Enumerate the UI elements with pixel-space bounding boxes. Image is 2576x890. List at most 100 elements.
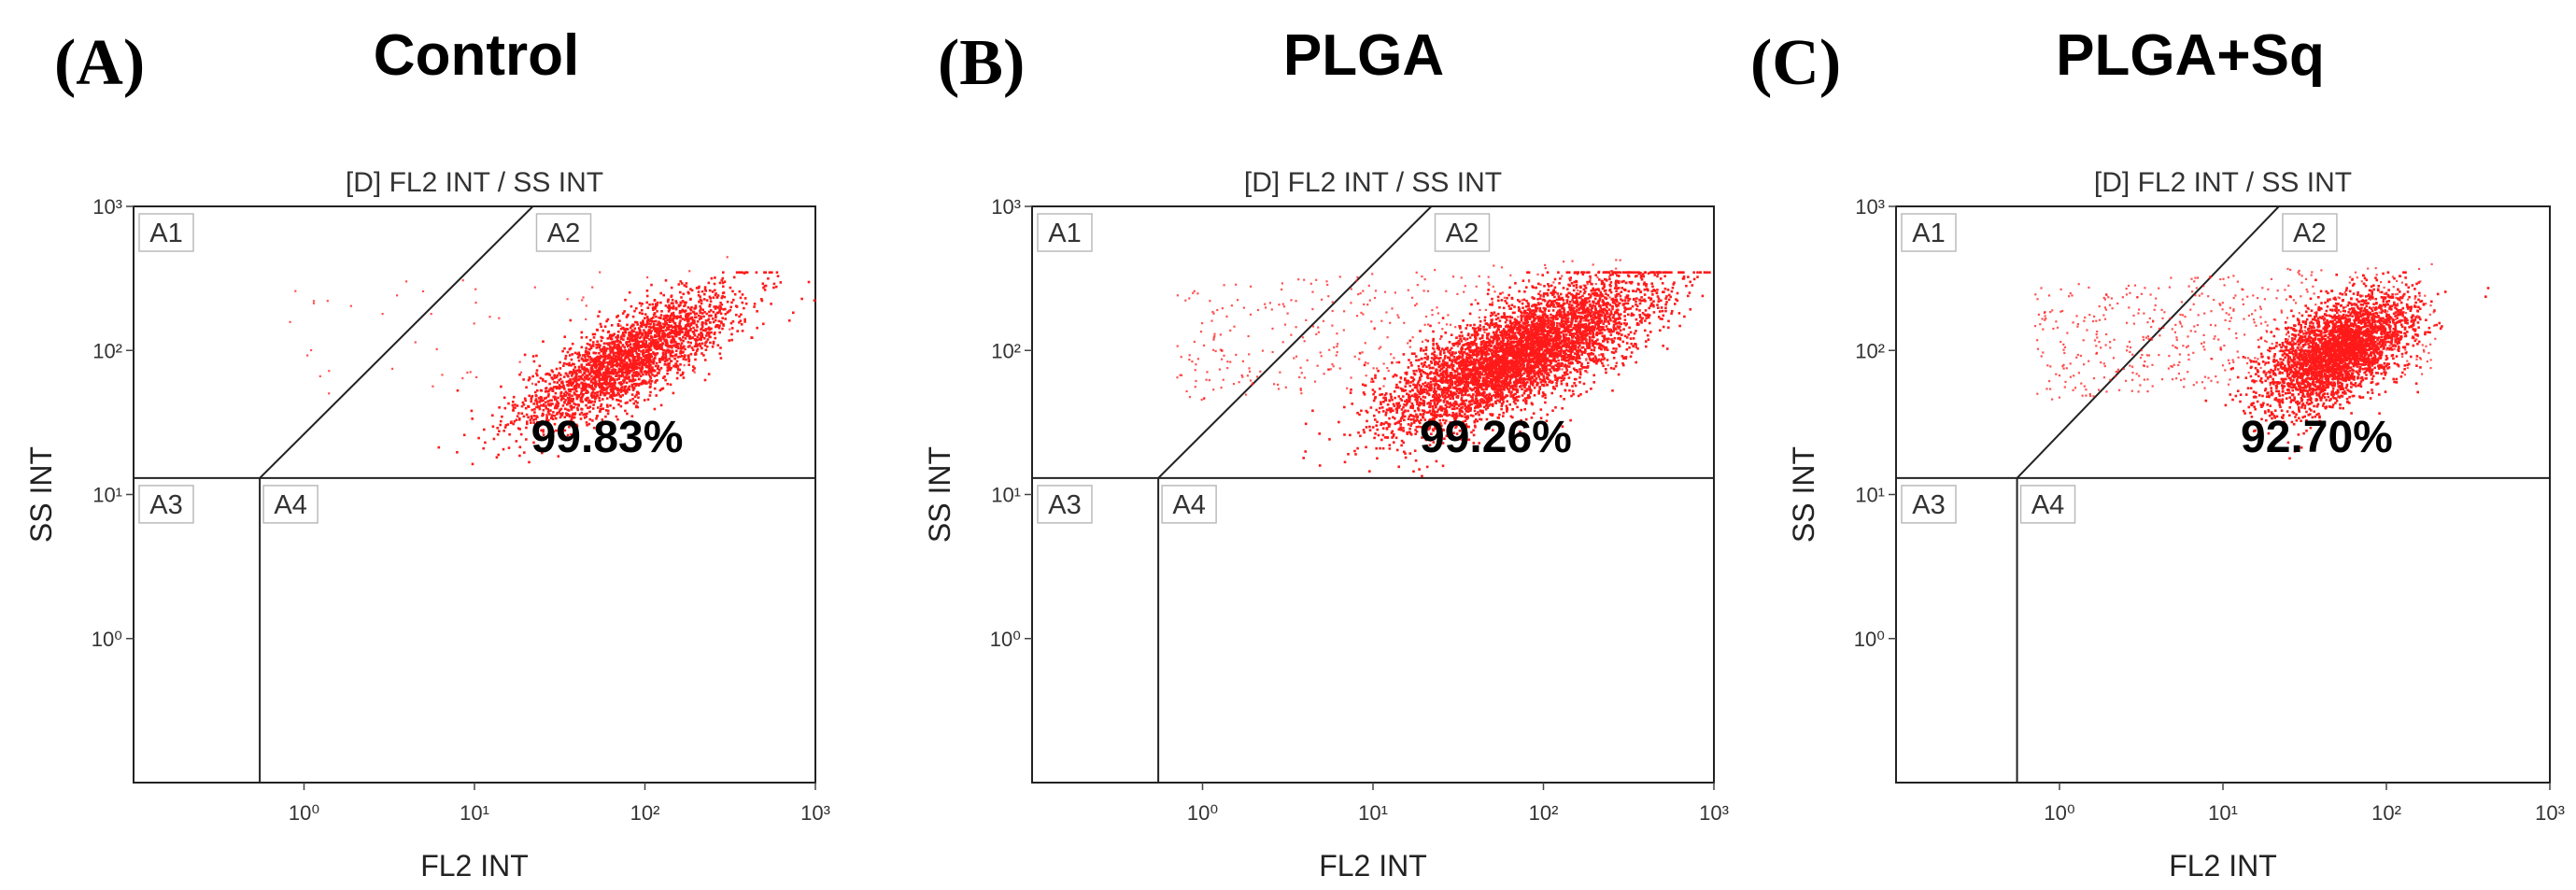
data-point bbox=[582, 413, 585, 417]
data-point bbox=[1523, 338, 1527, 342]
data-point bbox=[760, 298, 763, 301]
data-point bbox=[715, 292, 717, 295]
data-point bbox=[617, 343, 620, 346]
data-point bbox=[541, 377, 545, 381]
data-point bbox=[676, 356, 680, 359]
data-point bbox=[696, 320, 700, 323]
data-point bbox=[1624, 271, 1628, 274]
data-point bbox=[1562, 335, 1565, 338]
data-point bbox=[666, 327, 670, 331]
data-point bbox=[1365, 409, 1368, 413]
data-point bbox=[1444, 412, 1448, 415]
data-point bbox=[626, 401, 629, 404]
data-point bbox=[656, 304, 658, 306]
data-point bbox=[556, 387, 559, 389]
data-point bbox=[1304, 422, 1308, 426]
data-point bbox=[630, 350, 634, 354]
data-point bbox=[1545, 364, 1548, 368]
data-point bbox=[668, 350, 671, 354]
data-point bbox=[1461, 394, 1464, 397]
data-point bbox=[1541, 313, 1545, 317]
data-point bbox=[1438, 418, 1441, 422]
data-point bbox=[1414, 429, 1417, 431]
data-point bbox=[614, 368, 617, 372]
data-point bbox=[1437, 414, 1439, 417]
data-point bbox=[593, 375, 596, 378]
data-point bbox=[603, 371, 607, 374]
data-point bbox=[1644, 309, 1648, 312]
data-point bbox=[591, 368, 594, 372]
data-point bbox=[714, 318, 717, 322]
data-point bbox=[640, 335, 643, 339]
data-point bbox=[617, 392, 620, 396]
data-point bbox=[591, 345, 595, 347]
data-point bbox=[691, 369, 695, 372]
data-point bbox=[653, 387, 657, 390]
data-point bbox=[676, 364, 680, 368]
data-point bbox=[672, 391, 675, 395]
data-point bbox=[580, 392, 583, 395]
data-point bbox=[1493, 337, 1495, 341]
data-point bbox=[658, 358, 661, 360]
data-point bbox=[700, 337, 702, 341]
data-point bbox=[600, 404, 602, 408]
data-point bbox=[689, 323, 693, 327]
data-point bbox=[774, 285, 778, 289]
data-point bbox=[1539, 362, 1542, 366]
data-point bbox=[601, 390, 604, 393]
data-point bbox=[1434, 356, 1437, 359]
data-point bbox=[1575, 294, 1578, 297]
data-point bbox=[545, 416, 548, 419]
data-point bbox=[522, 403, 526, 406]
data-point bbox=[605, 347, 609, 350]
data-point bbox=[497, 453, 500, 457]
data-point bbox=[693, 371, 696, 374]
data-point bbox=[591, 364, 594, 368]
data-point bbox=[686, 290, 690, 294]
data-point bbox=[518, 445, 522, 449]
data-point bbox=[1452, 431, 1455, 434]
data-point bbox=[679, 315, 682, 318]
data-point bbox=[558, 387, 561, 390]
data-point bbox=[597, 406, 600, 409]
data-point bbox=[653, 299, 657, 302]
data-point bbox=[684, 337, 687, 340]
data-point bbox=[616, 387, 619, 390]
data-point bbox=[631, 315, 635, 318]
data-point bbox=[587, 347, 591, 351]
data-point bbox=[1501, 394, 1504, 397]
data-point bbox=[640, 346, 643, 348]
data-point bbox=[710, 327, 713, 331]
data-point bbox=[1575, 280, 1578, 284]
data-point bbox=[1395, 383, 1398, 387]
data-point bbox=[1576, 337, 1578, 341]
data-point bbox=[1590, 308, 1592, 311]
data-point bbox=[1468, 357, 1471, 360]
data-point bbox=[575, 382, 579, 386]
data-point bbox=[687, 357, 690, 360]
data-point bbox=[609, 375, 613, 378]
data-point bbox=[701, 352, 703, 355]
data-point bbox=[606, 337, 610, 340]
data-point bbox=[685, 329, 687, 332]
data-point bbox=[1553, 295, 1556, 299]
data-point bbox=[659, 328, 662, 332]
data-point bbox=[648, 342, 651, 345]
data-point bbox=[587, 374, 589, 377]
data-point bbox=[1543, 309, 1547, 312]
data-point bbox=[586, 424, 588, 427]
data-point bbox=[1576, 370, 1579, 374]
data-point bbox=[1501, 388, 1505, 391]
data-point bbox=[699, 304, 701, 308]
data-point bbox=[580, 336, 584, 339]
data-point bbox=[1493, 390, 1497, 394]
data-point bbox=[608, 379, 612, 382]
data-point bbox=[1429, 324, 1432, 328]
data-point bbox=[1445, 347, 1448, 350]
data-point bbox=[672, 320, 675, 323]
data-point bbox=[1483, 405, 1486, 409]
y-tick-label: 10⁰ bbox=[92, 628, 122, 651]
data-point bbox=[585, 369, 587, 372]
data-point bbox=[709, 341, 712, 345]
data-point bbox=[553, 422, 557, 426]
